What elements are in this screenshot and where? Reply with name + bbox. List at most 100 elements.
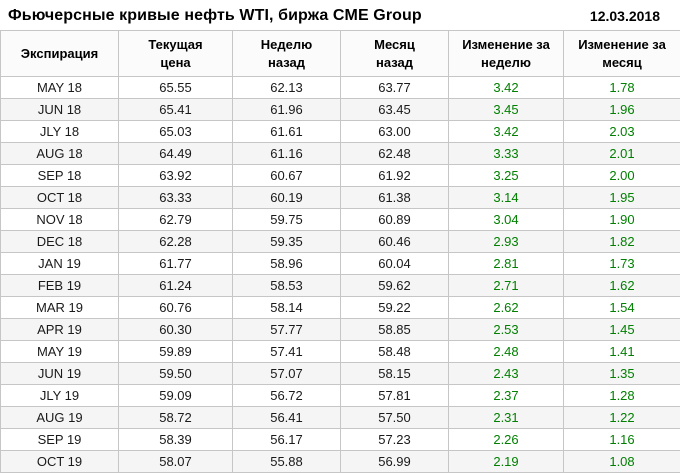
current-price-cell: 58.07 (118, 450, 233, 473)
current-price-cell: 63.33 (118, 186, 233, 209)
expiration-cell: OCT 19 (0, 450, 119, 473)
month-change-cell: 1.54 (563, 296, 680, 319)
month-change-cell: 1.08 (563, 450, 680, 473)
month-ago-cell: 62.48 (340, 142, 449, 165)
month-ago-cell: 58.48 (340, 340, 449, 363)
month-ago-cell: 61.92 (340, 164, 449, 187)
table-row: APR 19 60.30 57.77 58.85 2.53 1.45 (0, 318, 680, 341)
current-price-cell: 63.92 (118, 164, 233, 187)
week-change-cell: 2.81 (448, 252, 564, 275)
week-change-cell: 3.25 (448, 164, 564, 187)
expiration-cell: AUG 18 (0, 142, 119, 165)
table-row: JUN 18 65.41 61.96 63.45 3.45 1.96 (0, 98, 680, 121)
month-ago-cell: 56.99 (340, 450, 449, 473)
week-ago-cell: 57.77 (232, 318, 341, 341)
month-ago-cell: 57.23 (340, 428, 449, 451)
table-row: SEP 19 58.39 56.17 57.23 2.26 1.16 (0, 428, 680, 451)
week-change-cell: 3.14 (448, 186, 564, 209)
week-ago-cell: 56.72 (232, 384, 341, 407)
expiration-cell: JUN 18 (0, 98, 119, 121)
current-price-cell: 64.49 (118, 142, 233, 165)
month-change-cell: 1.62 (563, 274, 680, 297)
expiration-cell: AUG 19 (0, 406, 119, 429)
futures-table: Экспирация Текущая цена Неделю назад Мес… (0, 30, 680, 473)
column-header-month-ago: Месяц назад (340, 30, 449, 77)
week-change-cell: 2.93 (448, 230, 564, 253)
table-row: AUG 19 58.72 56.41 57.50 2.31 1.22 (0, 406, 680, 429)
week-change-cell: 3.04 (448, 208, 564, 231)
current-price-cell: 61.77 (118, 252, 233, 275)
column-header-expiration: Экспирация (0, 30, 119, 77)
month-ago-cell: 60.89 (340, 208, 449, 231)
month-change-cell: 2.00 (563, 164, 680, 187)
week-change-cell: 2.37 (448, 384, 564, 407)
column-header-week-ago: Неделю назад (232, 30, 341, 77)
month-ago-cell: 63.45 (340, 98, 449, 121)
expiration-cell: JUN 19 (0, 362, 119, 385)
month-change-cell: 2.01 (563, 142, 680, 165)
expiration-cell: OCT 18 (0, 186, 119, 209)
week-ago-cell: 62.13 (232, 76, 341, 99)
table-row: MAY 18 65.55 62.13 63.77 3.42 1.78 (0, 76, 680, 99)
current-price-cell: 60.76 (118, 296, 233, 319)
expiration-cell: MAY 18 (0, 76, 119, 99)
table-row: JLY 19 59.09 56.72 57.81 2.37 1.28 (0, 384, 680, 407)
week-ago-cell: 61.61 (232, 120, 341, 143)
page-title: Фьючерсные кривые нефть WTI, биржа CME G… (8, 6, 422, 24)
month-change-cell: 1.82 (563, 230, 680, 253)
expiration-cell: JLY 18 (0, 120, 119, 143)
column-header-month-change: Изменение за месяц (563, 30, 680, 77)
week-ago-cell: 55.88 (232, 450, 341, 473)
week-ago-cell: 60.19 (232, 186, 341, 209)
month-change-cell: 1.16 (563, 428, 680, 451)
expiration-cell: SEP 19 (0, 428, 119, 451)
report-date: 12.03.2018 (589, 7, 660, 24)
current-price-cell: 60.30 (118, 318, 233, 341)
current-price-cell: 65.55 (118, 76, 233, 99)
table-row: SEP 18 63.92 60.67 61.92 3.25 2.00 (0, 164, 680, 187)
table-row: MAY 19 59.89 57.41 58.48 2.48 1.41 (0, 340, 680, 363)
week-change-cell: 2.43 (448, 362, 564, 385)
table-body: MAY 18 65.55 62.13 63.77 3.42 1.78 JUN 18 65.41… (0, 76, 680, 473)
month-change-cell: 1.78 (563, 76, 680, 99)
week-ago-cell: 61.96 (232, 98, 341, 121)
table-row: JLY 18 65.03 61.61 63.00 3.42 2.03 (0, 120, 680, 143)
table-row: DEC 18 62.28 59.35 60.46 2.93 1.82 (0, 230, 680, 253)
table-row: OCT 18 63.33 60.19 61.38 3.14 1.95 (0, 186, 680, 209)
month-change-cell: 1.22 (563, 406, 680, 429)
month-ago-cell: 63.00 (340, 120, 449, 143)
expiration-cell: MAY 19 (0, 340, 119, 363)
table-row: JAN 19 61.77 58.96 60.04 2.81 1.73 (0, 252, 680, 275)
table-row: FEB 19 61.24 58.53 59.62 2.71 1.62 (0, 274, 680, 297)
current-price-cell: 62.79 (118, 208, 233, 231)
month-change-cell: 1.28 (563, 384, 680, 407)
month-change-cell: 1.73 (563, 252, 680, 275)
week-ago-cell: 61.16 (232, 142, 341, 165)
table-row: NOV 18 62.79 59.75 60.89 3.04 1.90 (0, 208, 680, 231)
table-header: Экспирация Текущая цена Неделю назад Мес… (0, 30, 680, 77)
expiration-cell: NOV 18 (0, 208, 119, 231)
month-ago-cell: 59.22 (340, 296, 449, 319)
month-ago-cell: 58.85 (340, 318, 449, 341)
expiration-cell: FEB 19 (0, 274, 119, 297)
week-ago-cell: 59.35 (232, 230, 341, 253)
week-ago-cell: 58.53 (232, 274, 341, 297)
header-row: Экспирация Текущая цена Неделю назад Мес… (0, 30, 680, 77)
week-change-cell: 2.31 (448, 406, 564, 429)
current-price-cell: 62.28 (118, 230, 233, 253)
month-change-cell: 2.03 (563, 120, 680, 143)
title-bar: Фьючерсные кривые нефть WTI, биржа CME G… (0, 0, 680, 30)
week-ago-cell: 58.96 (232, 252, 341, 275)
expiration-cell: SEP 18 (0, 164, 119, 187)
week-change-cell: 2.26 (448, 428, 564, 451)
current-price-cell: 58.39 (118, 428, 233, 451)
week-change-cell: 3.42 (448, 76, 564, 99)
month-ago-cell: 61.38 (340, 186, 449, 209)
month-change-cell: 1.41 (563, 340, 680, 363)
table-row: JUN 19 59.50 57.07 58.15 2.43 1.35 (0, 362, 680, 385)
current-price-cell: 59.89 (118, 340, 233, 363)
expiration-cell: APR 19 (0, 318, 119, 341)
week-change-cell: 2.53 (448, 318, 564, 341)
week-change-cell: 3.45 (448, 98, 564, 121)
week-ago-cell: 57.07 (232, 362, 341, 385)
